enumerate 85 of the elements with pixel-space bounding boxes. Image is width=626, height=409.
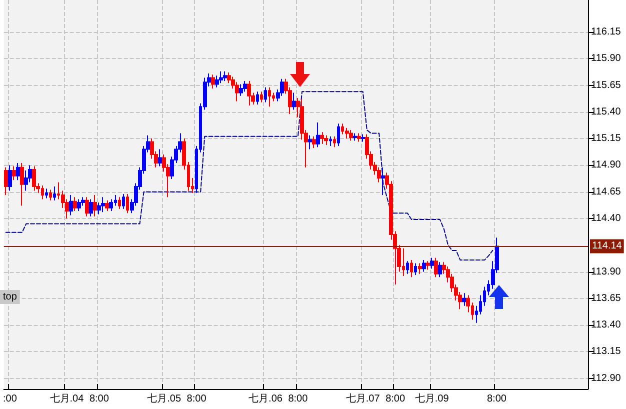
candlestick	[345, 127, 349, 140]
candlestick	[118, 196, 121, 210]
candlestick	[462, 292, 466, 306]
y-tick-label: 116.15	[591, 26, 622, 38]
candlestick	[211, 74, 215, 89]
candlestick	[438, 262, 442, 278]
x-tick-label: 七月.05	[147, 392, 182, 404]
ref-line-label: 114.14	[592, 240, 622, 252]
candlestick	[12, 166, 16, 181]
y-tick-label: 114.90	[591, 160, 622, 171]
candlestick	[77, 198, 81, 212]
candlestick	[426, 260, 430, 270]
candlestick	[256, 91, 259, 105]
x-tick-label: :00	[2, 394, 18, 404]
x-tick-label: 七月.07	[346, 392, 380, 404]
candlestick	[324, 134, 328, 146]
candlestick	[215, 75, 219, 88]
y-tick-label: 113.40	[591, 320, 622, 331]
x-tick-label: 8:00	[89, 394, 110, 404]
candlestick	[105, 200, 109, 212]
candlestick	[93, 194, 97, 217]
y-tick-label: 115.65	[591, 80, 622, 91]
y-tick-label: 114.40	[591, 212, 622, 224]
x-tick-label: 8:00	[386, 394, 406, 404]
y-tick-label: 115.40	[591, 106, 622, 118]
candlestick	[126, 193, 129, 214]
candlestick	[20, 162, 24, 206]
candlestick	[430, 257, 434, 270]
candlestick	[308, 134, 312, 150]
candlestick	[32, 166, 36, 192]
candlestick	[320, 132, 324, 144]
candlestick	[422, 260, 426, 272]
candlestick	[329, 136, 332, 147]
candlestick	[381, 166, 385, 196]
x-tick-label: 七月.09	[414, 392, 450, 404]
candlestick	[219, 70, 223, 84]
candlestick	[316, 122, 320, 148]
y-tick-label: 113.15	[591, 346, 622, 358]
y-tick-label: 115.15	[591, 133, 622, 144]
candlestick	[158, 148, 162, 167]
candlestick	[414, 262, 417, 276]
candlestick	[268, 86, 271, 108]
candlestick	[101, 196, 105, 213]
x-tick-label: 8:00	[186, 394, 207, 404]
candlestick	[361, 134, 365, 142]
candlestick	[406, 260, 409, 274]
candlestick	[239, 84, 243, 96]
candlestick	[292, 92, 296, 110]
candlestick	[357, 132, 361, 142]
candlestick	[353, 132, 357, 142]
candlestick	[73, 196, 77, 212]
candlestick	[89, 198, 93, 217]
candlestick	[8, 164, 12, 192]
y-tick-label: 114.65	[591, 186, 622, 198]
candlestick	[85, 196, 89, 217]
candlestick	[434, 257, 438, 278]
candlestick	[45, 188, 48, 199]
candlestick	[349, 130, 353, 142]
y-tick-label: 113.65	[591, 292, 622, 304]
y-tick-label: 112.90	[591, 372, 622, 384]
candlestick	[122, 193, 125, 210]
candlestick	[333, 136, 336, 148]
candlestick	[223, 70, 227, 82]
candlestick	[264, 86, 267, 103]
y-tick-label: 115.90	[591, 53, 622, 64]
candlestick	[4, 166, 8, 196]
x-tick-label: 8:00	[486, 394, 507, 404]
candlestick	[312, 136, 316, 149]
candlestick	[109, 198, 113, 212]
candlestick	[418, 262, 422, 274]
candlestick	[16, 162, 20, 181]
candlestick	[53, 186, 56, 201]
y-tick-label: 113.90	[591, 266, 622, 278]
candlestick	[247, 80, 251, 106]
candlestick	[49, 189, 52, 201]
x-tick-label: 8:00	[288, 394, 308, 404]
candlestick	[243, 80, 247, 92]
candlestick	[410, 260, 413, 278]
line-series	[5, 91, 494, 261]
x-tick-label: 七月.04	[50, 392, 84, 404]
candlestick	[337, 123, 340, 147]
x-tick-label: 七月.06	[248, 392, 283, 404]
candlestick	[260, 91, 263, 103]
candlestick	[69, 194, 73, 216]
annotation: top	[3, 292, 18, 302]
